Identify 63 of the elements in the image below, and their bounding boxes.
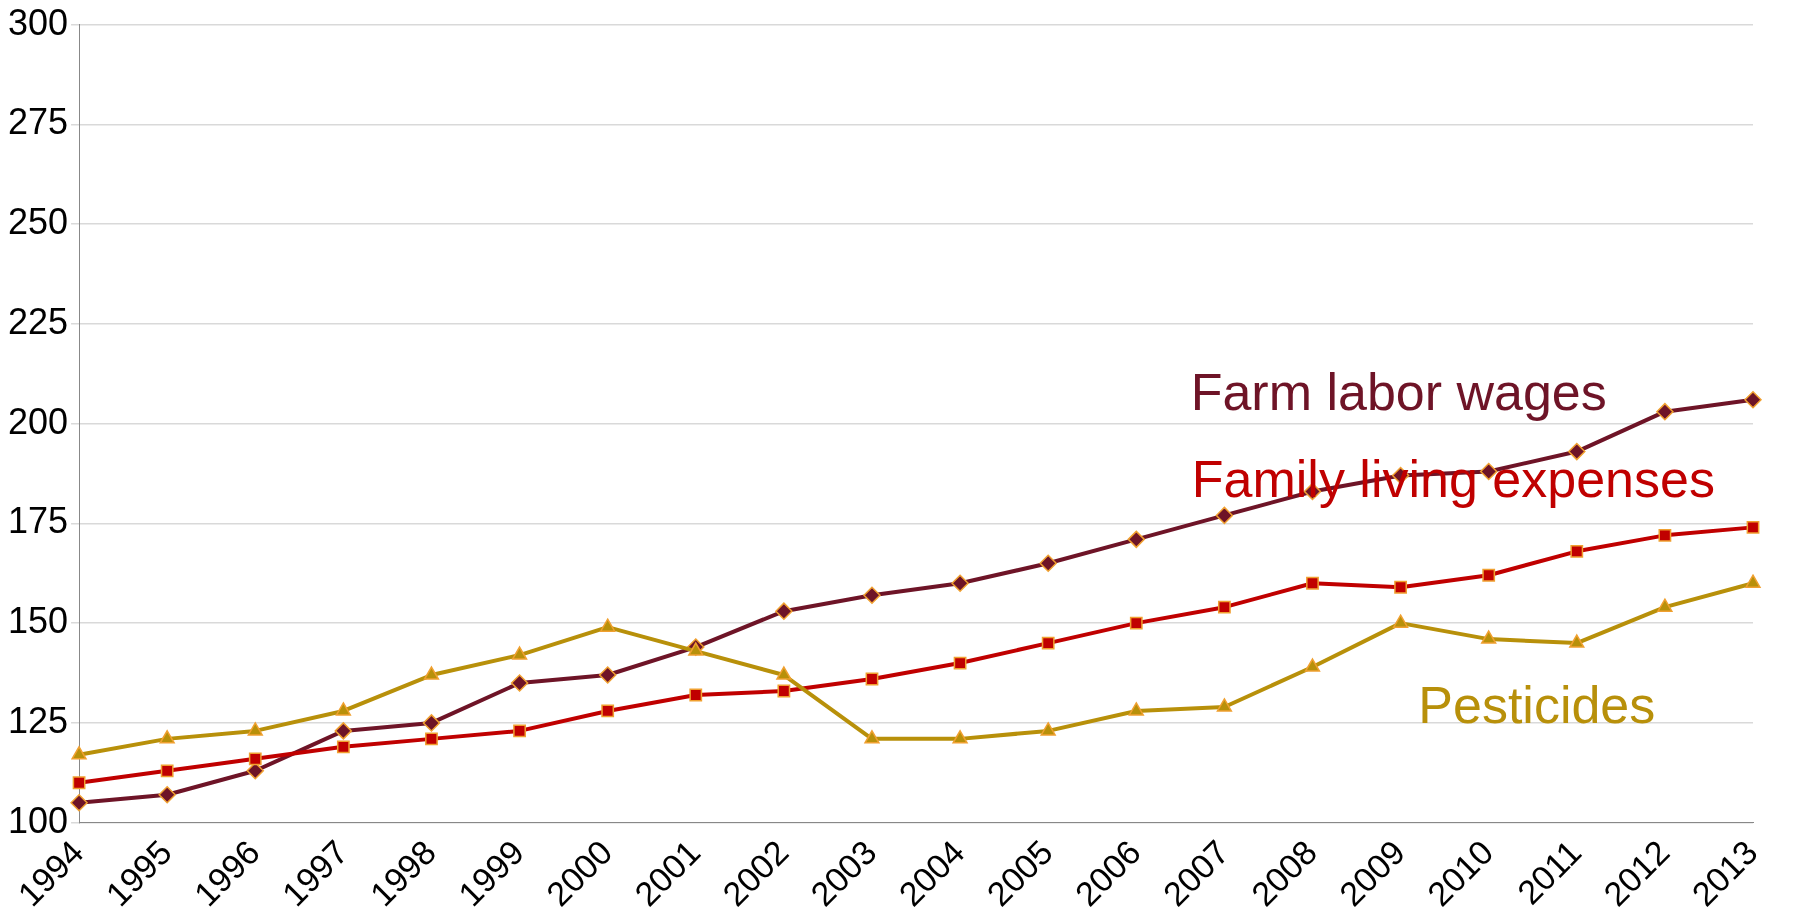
point [1306,576,1319,590]
point [425,732,438,746]
point [688,642,704,656]
point [598,666,617,684]
point [513,724,526,738]
point [1040,722,1056,736]
point [1481,630,1497,644]
point [1657,598,1673,612]
point [1129,616,1143,630]
point [72,776,86,790]
point [1128,702,1144,716]
point [864,730,880,744]
point [422,714,441,732]
point [1569,634,1585,648]
point [158,785,176,804]
series-label: Farm labor wages [1190,362,1607,421]
point [601,704,615,718]
point [336,740,350,754]
point [775,602,793,620]
series-label: Pesticides [1418,676,1656,735]
y-tick-label: 225 [7,300,69,342]
point [1039,554,1057,573]
point [1746,520,1760,534]
y-tick-label: 200 [7,400,69,442]
point [334,722,353,740]
point [423,666,440,680]
point [248,752,262,766]
point [159,730,175,744]
point [247,722,263,736]
point [1482,568,1496,582]
point [689,688,703,702]
point [511,646,528,660]
point [1656,402,1674,421]
point [777,684,791,698]
point [1041,636,1055,650]
point [776,666,792,680]
point [600,618,616,632]
y-tick-label: 125 [7,699,69,741]
y-tick-label: 175 [7,500,69,542]
point [70,793,88,812]
point [71,746,87,760]
point [1394,580,1407,594]
point [1217,600,1231,614]
point [1216,698,1233,712]
point [335,702,352,716]
y-tick-label: 100 [7,799,69,841]
point [1744,390,1762,409]
y-tick-label: 150 [7,600,69,642]
point [1127,530,1146,549]
point [1568,442,1586,461]
point [1304,658,1321,672]
y-tick-label: 250 [7,201,69,243]
point [510,674,529,692]
point [951,574,969,592]
y-tick-label: 275 [7,101,69,143]
point [1658,528,1672,542]
point [1392,614,1409,628]
point [1570,544,1584,558]
y-tick-label: 300 [7,1,69,43]
point [160,764,174,778]
point [863,586,881,604]
point [1745,574,1761,588]
point [952,730,968,744]
